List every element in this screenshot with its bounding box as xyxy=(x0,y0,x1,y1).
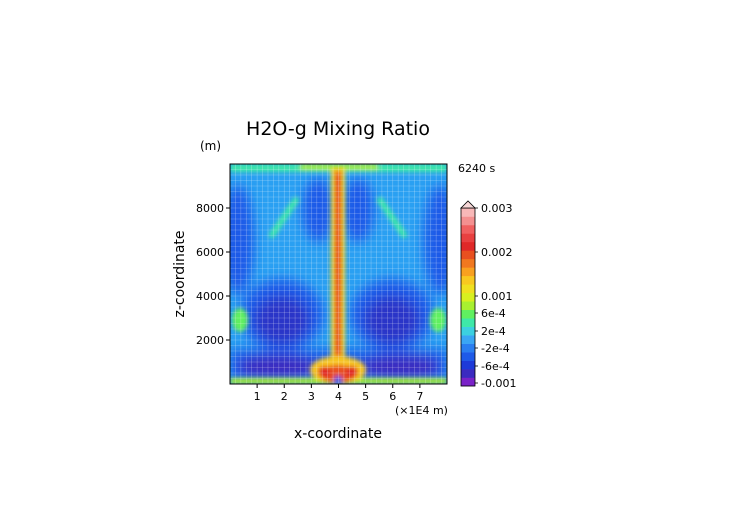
y-tick-label: 8000 xyxy=(196,202,224,215)
colorbar-label: 2e-4 xyxy=(481,325,506,338)
colorbar-swatch xyxy=(461,369,475,378)
y-axis-label: z-coordinate xyxy=(172,230,188,317)
colorbar-swatch xyxy=(461,250,475,260)
y-unit-label: (m) xyxy=(200,139,221,153)
colorbar-swatch xyxy=(461,233,475,243)
x-axis-label: x-coordinate xyxy=(294,426,382,442)
colorbar xyxy=(460,200,476,387)
y-axis: 2000 4000 6000 8000 xyxy=(196,202,230,347)
time-label: 6240 s xyxy=(458,162,495,175)
x-unit-label: (×1E4 m) xyxy=(395,404,448,417)
colorbar-swatch xyxy=(461,352,475,361)
colorbar-swatch xyxy=(461,267,475,277)
colorbar-swatch xyxy=(461,318,475,327)
colorbar-swatch xyxy=(461,343,475,353)
colorbar-swatch xyxy=(461,258,475,268)
colorbar-swatch xyxy=(461,360,475,370)
colorbar-label: 6e-4 xyxy=(481,307,506,320)
x-tick-label: 1 xyxy=(254,390,261,403)
colorbar-swatch xyxy=(461,275,475,285)
colorbar-swatch xyxy=(461,292,475,302)
colorbar-swatch xyxy=(461,326,475,336)
x-tick-label: 6 xyxy=(389,390,396,403)
x-tick-label: 3 xyxy=(308,390,315,403)
y-tick-label: 2000 xyxy=(196,334,224,347)
colorbar-swatch xyxy=(461,335,475,344)
y-tick-label: 4000 xyxy=(196,290,224,303)
colorbar-labels: 0.003 0.002 0.001 6e-4 2e-4 -2e-4 -6e-4 -0.001 xyxy=(475,202,516,390)
colorbar-label: -0.001 xyxy=(481,377,516,390)
chart-title: H2O-g Mixing Ratio xyxy=(246,118,430,140)
x-tick-label: 5 xyxy=(362,390,369,403)
y-tick-label: 6000 xyxy=(196,246,224,259)
colorbar-swatch xyxy=(461,309,475,319)
colorbar-swatch xyxy=(461,377,475,387)
colorbar-swatch xyxy=(461,208,475,217)
colorbar-swatch xyxy=(461,216,475,226)
x-tick-label: 4 xyxy=(335,390,342,403)
colorbar-extend-arrow xyxy=(460,200,476,209)
x-axis: 1 2 3 4 5 6 7 xyxy=(254,384,423,403)
colorbar-swatch xyxy=(461,241,475,251)
colorbar-label: 0.003 xyxy=(481,202,513,215)
heatmap-field xyxy=(230,164,447,384)
colorbar-swatch xyxy=(461,284,475,294)
x-tick-label: 2 xyxy=(281,390,288,403)
colorbar-swatch xyxy=(461,301,475,311)
colorbar-label: -6e-4 xyxy=(481,360,510,373)
colorbar-label: 0.001 xyxy=(481,290,513,303)
x-tick-label: 7 xyxy=(416,390,423,403)
colorbar-swatch xyxy=(461,224,475,234)
colorbar-label: -2e-4 xyxy=(481,342,510,355)
colorbar-label: 0.002 xyxy=(481,246,513,259)
